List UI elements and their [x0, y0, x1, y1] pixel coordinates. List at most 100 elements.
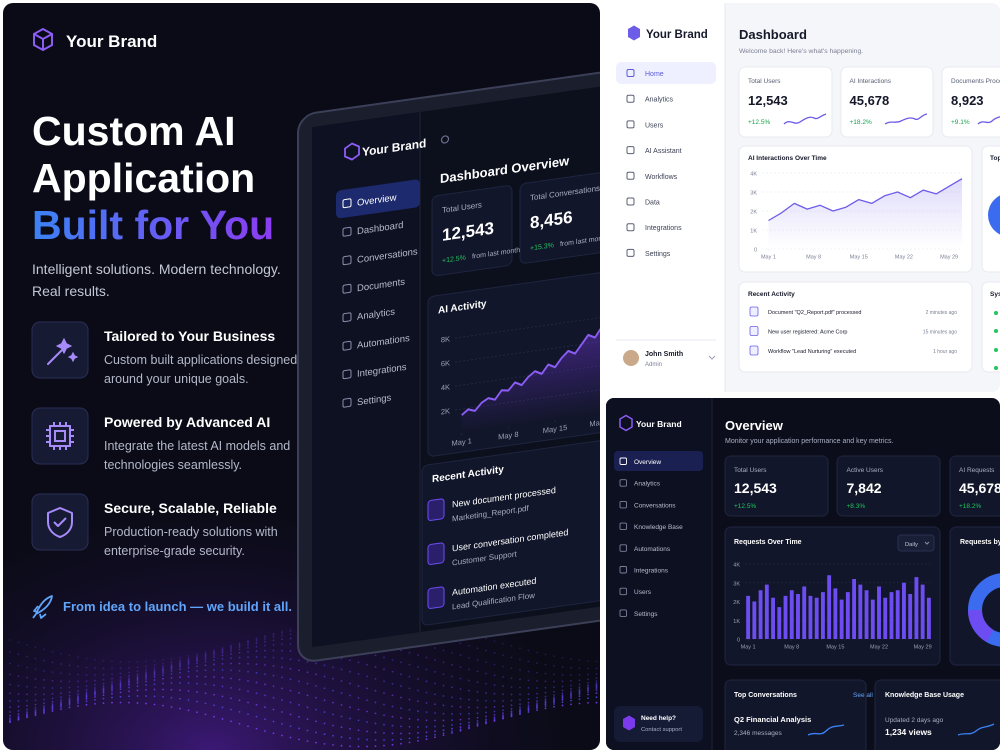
dot	[196, 656, 198, 659]
dot	[111, 683, 113, 686]
dot	[119, 676, 122, 679]
dot-wave	[9, 617, 598, 748]
dot	[519, 647, 521, 650]
dot	[323, 742, 326, 745]
dot	[162, 659, 164, 661]
nav-icon	[342, 369, 352, 380]
nav-item: Analytics	[634, 481, 661, 488]
x-tick-label: May 8	[498, 430, 518, 442]
dot	[595, 677, 598, 680]
dot	[340, 680, 343, 683]
dot	[400, 673, 402, 676]
dot	[255, 715, 258, 718]
dot	[179, 676, 181, 679]
dot	[442, 719, 445, 722]
y-tick-label: 8K	[441, 334, 450, 344]
dot	[26, 716, 28, 719]
dot	[425, 668, 428, 671]
stat-card	[519, 165, 600, 264]
dot	[408, 737, 411, 740]
dot	[485, 722, 487, 725]
period-select[interactable]	[897, 534, 935, 552]
dot	[298, 727, 300, 730]
dot	[561, 685, 564, 688]
dot	[34, 712, 37, 715]
dot	[349, 694, 351, 697]
dot	[238, 688, 241, 691]
dot	[196, 711, 198, 714]
dot	[340, 726, 343, 729]
dot	[595, 692, 598, 694]
dot	[527, 679, 530, 682]
page-subtitle: Monitor your application performance and…	[725, 438, 894, 445]
dot	[587, 689, 589, 692]
dot	[510, 707, 513, 710]
dot	[94, 702, 96, 705]
bar	[858, 584, 863, 639]
x-tick-label: May 22	[895, 255, 913, 261]
dot	[570, 658, 572, 660]
dot	[153, 659, 156, 662]
dot	[502, 693, 504, 696]
dot	[476, 690, 479, 693]
dot	[417, 718, 419, 721]
dot	[179, 689, 181, 692]
dot	[315, 673, 317, 676]
dot	[9, 692, 11, 695]
dot	[340, 668, 343, 671]
dot	[417, 700, 419, 703]
dot	[306, 671, 309, 674]
dot	[60, 706, 62, 708]
dot	[357, 745, 360, 748]
dot	[315, 741, 317, 744]
dot	[502, 709, 504, 712]
activity-card	[738, 281, 973, 373]
dot	[561, 692, 564, 695]
dot	[366, 738, 368, 741]
nav-item: AI Assistant	[645, 148, 682, 155]
dot	[68, 673, 71, 675]
dot	[128, 674, 130, 677]
dot	[595, 673, 598, 675]
dot	[289, 628, 292, 630]
chart-area	[461, 317, 600, 434]
dot	[289, 701, 292, 704]
dot	[196, 658, 198, 661]
dot	[281, 711, 283, 713]
dot	[221, 706, 224, 709]
dot	[578, 698, 581, 701]
dot	[51, 703, 54, 706]
dot	[366, 710, 368, 713]
dot	[187, 664, 190, 666]
dot	[468, 698, 470, 701]
dot	[434, 736, 436, 739]
light-sidebar	[606, 3, 725, 392]
stat-label: AI Interactions	[850, 78, 892, 85]
dot	[451, 663, 453, 666]
dot	[485, 649, 487, 652]
dot	[544, 680, 547, 683]
dot	[170, 664, 173, 667]
card-detail: 2,346 messages	[734, 730, 782, 737]
dot	[451, 727, 453, 730]
dot	[459, 706, 462, 708]
dot	[272, 643, 275, 646]
dot	[119, 695, 122, 698]
dot	[102, 667, 105, 670]
bar	[789, 590, 794, 639]
dot	[578, 702, 581, 705]
dot	[136, 675, 139, 677]
dot	[170, 688, 173, 691]
dot	[153, 679, 156, 681]
feature-icon-box	[31, 493, 89, 551]
dot	[264, 694, 266, 697]
dot	[187, 682, 190, 685]
dot	[502, 717, 504, 720]
dot	[272, 634, 275, 636]
dot	[442, 732, 445, 735]
activity-icon	[749, 345, 759, 356]
dot	[289, 643, 292, 645]
card-link[interactable]: See all	[853, 692, 873, 699]
dot	[17, 705, 20, 708]
bar	[902, 582, 906, 639]
